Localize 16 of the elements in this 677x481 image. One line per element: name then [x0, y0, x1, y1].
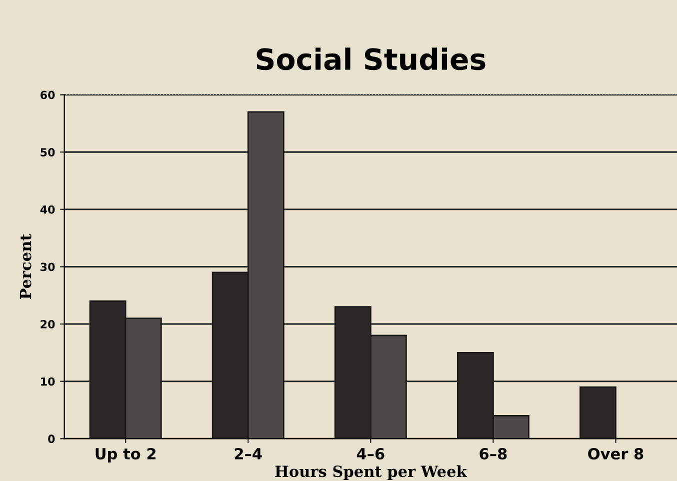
x-axis-title: Hours Spent per Week: [275, 465, 468, 480]
x-tick-label: 2–4: [234, 448, 262, 460]
x-tick-label: Over 8: [588, 448, 644, 460]
y-tick-label: 10: [41, 377, 55, 386]
x-tick-label: 6–8: [480, 448, 507, 460]
chart-title: Social Studies: [256, 48, 486, 70]
y-tick-label: 60: [40, 90, 55, 100]
y-tick-label: 30: [40, 262, 55, 272]
y-tick-label: 40: [40, 205, 55, 214]
y-axis-title: Percent: [20, 234, 32, 300]
bar: [580, 386, 616, 439]
y-tick-label: 0: [48, 434, 55, 444]
y-tick-label: 50: [40, 148, 55, 156]
x-tick-label: 4–6: [356, 448, 384, 460]
x-tick-label: Up to 2: [96, 448, 156, 462]
y-tick-label: 20: [40, 320, 55, 328]
